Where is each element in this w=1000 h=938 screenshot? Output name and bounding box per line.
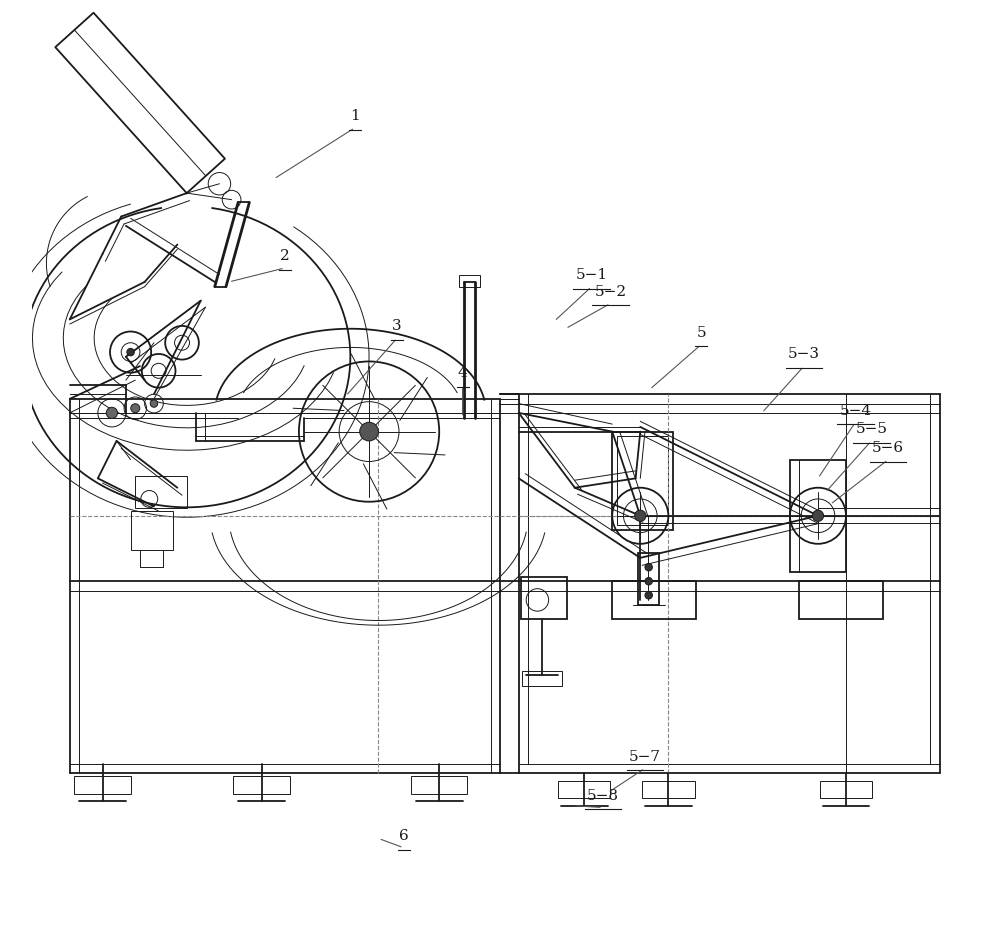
Text: 4: 4 xyxy=(458,366,467,380)
Bar xyxy=(558,781,610,798)
Bar xyxy=(612,431,673,530)
Bar xyxy=(790,460,846,572)
Bar xyxy=(612,582,696,619)
Circle shape xyxy=(812,510,824,522)
Bar xyxy=(233,776,290,794)
Text: 5−6: 5−6 xyxy=(872,441,904,455)
Text: 1: 1 xyxy=(350,109,360,123)
Circle shape xyxy=(635,510,646,522)
Circle shape xyxy=(106,407,117,418)
Circle shape xyxy=(645,592,652,599)
Bar xyxy=(74,776,131,794)
Text: 5: 5 xyxy=(696,325,706,340)
Circle shape xyxy=(150,400,158,407)
Bar xyxy=(642,781,695,798)
Circle shape xyxy=(127,348,134,356)
Text: 6: 6 xyxy=(399,829,409,843)
Bar xyxy=(521,577,567,619)
Circle shape xyxy=(645,578,652,585)
Text: 5−4: 5−4 xyxy=(839,403,871,417)
Bar xyxy=(638,553,659,605)
Text: 5−2: 5−2 xyxy=(594,285,626,299)
Text: 5−7: 5−7 xyxy=(629,749,661,764)
Text: 5−8: 5−8 xyxy=(587,789,619,803)
Circle shape xyxy=(131,403,140,413)
Text: 2: 2 xyxy=(280,250,290,264)
Text: 5−5: 5−5 xyxy=(855,422,887,436)
Bar xyxy=(522,671,562,686)
Bar xyxy=(131,511,173,551)
Bar xyxy=(135,476,187,508)
Text: 5−3: 5−3 xyxy=(788,347,820,361)
Text: 5−1: 5−1 xyxy=(576,268,608,282)
Bar xyxy=(617,436,668,525)
Bar xyxy=(820,781,872,798)
Circle shape xyxy=(645,564,652,571)
Bar xyxy=(411,776,467,794)
Bar xyxy=(799,582,883,619)
Bar xyxy=(459,276,480,287)
Circle shape xyxy=(360,422,378,441)
Text: 3: 3 xyxy=(392,320,402,333)
